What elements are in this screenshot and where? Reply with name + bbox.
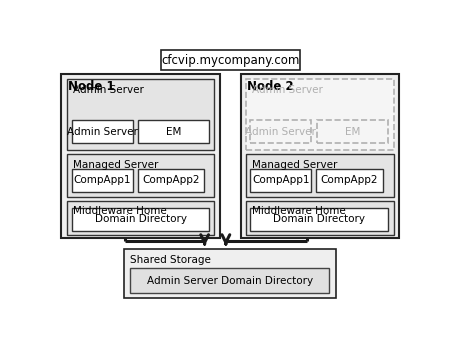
FancyBboxPatch shape xyxy=(250,120,311,143)
FancyBboxPatch shape xyxy=(124,249,336,298)
Text: Domain Directory: Domain Directory xyxy=(273,214,365,225)
Text: EM: EM xyxy=(166,127,181,137)
FancyBboxPatch shape xyxy=(66,79,215,150)
FancyBboxPatch shape xyxy=(72,208,209,231)
Text: Managed Server: Managed Server xyxy=(252,160,337,170)
Text: Admin Server: Admin Server xyxy=(252,85,323,95)
Text: Admin Server Domain Directory: Admin Server Domain Directory xyxy=(147,276,313,286)
FancyBboxPatch shape xyxy=(246,79,394,150)
FancyBboxPatch shape xyxy=(250,169,311,192)
Text: Middleware Home: Middleware Home xyxy=(73,206,167,217)
Text: Managed Server: Managed Server xyxy=(73,160,158,170)
Text: CompApp2: CompApp2 xyxy=(321,176,378,185)
FancyBboxPatch shape xyxy=(246,201,394,235)
Text: Domain Directory: Domain Directory xyxy=(94,214,186,225)
FancyBboxPatch shape xyxy=(138,120,209,143)
FancyBboxPatch shape xyxy=(246,154,394,197)
FancyBboxPatch shape xyxy=(66,154,215,197)
Text: Admin Server: Admin Server xyxy=(73,85,144,95)
Text: Admin Server: Admin Server xyxy=(245,127,316,137)
Text: CompApp2: CompApp2 xyxy=(142,176,200,185)
FancyBboxPatch shape xyxy=(72,120,133,143)
FancyBboxPatch shape xyxy=(72,169,133,192)
Text: Node 2: Node 2 xyxy=(247,79,294,93)
Text: Middleware Home: Middleware Home xyxy=(252,206,346,217)
FancyBboxPatch shape xyxy=(317,169,383,192)
Text: CompApp1: CompApp1 xyxy=(252,176,309,185)
FancyBboxPatch shape xyxy=(62,74,220,238)
FancyBboxPatch shape xyxy=(317,120,388,143)
FancyBboxPatch shape xyxy=(250,208,388,231)
FancyBboxPatch shape xyxy=(160,50,300,70)
FancyBboxPatch shape xyxy=(66,201,215,235)
Text: Admin Server: Admin Server xyxy=(67,127,138,137)
Text: CompApp1: CompApp1 xyxy=(74,176,131,185)
Text: cfcvip.mycompany.com: cfcvip.mycompany.com xyxy=(161,53,299,67)
Text: Shared Storage: Shared Storage xyxy=(130,255,211,265)
FancyBboxPatch shape xyxy=(138,169,204,192)
Text: Node 1: Node 1 xyxy=(68,79,114,93)
FancyBboxPatch shape xyxy=(241,74,399,238)
FancyBboxPatch shape xyxy=(130,268,329,293)
Text: EM: EM xyxy=(345,127,361,137)
